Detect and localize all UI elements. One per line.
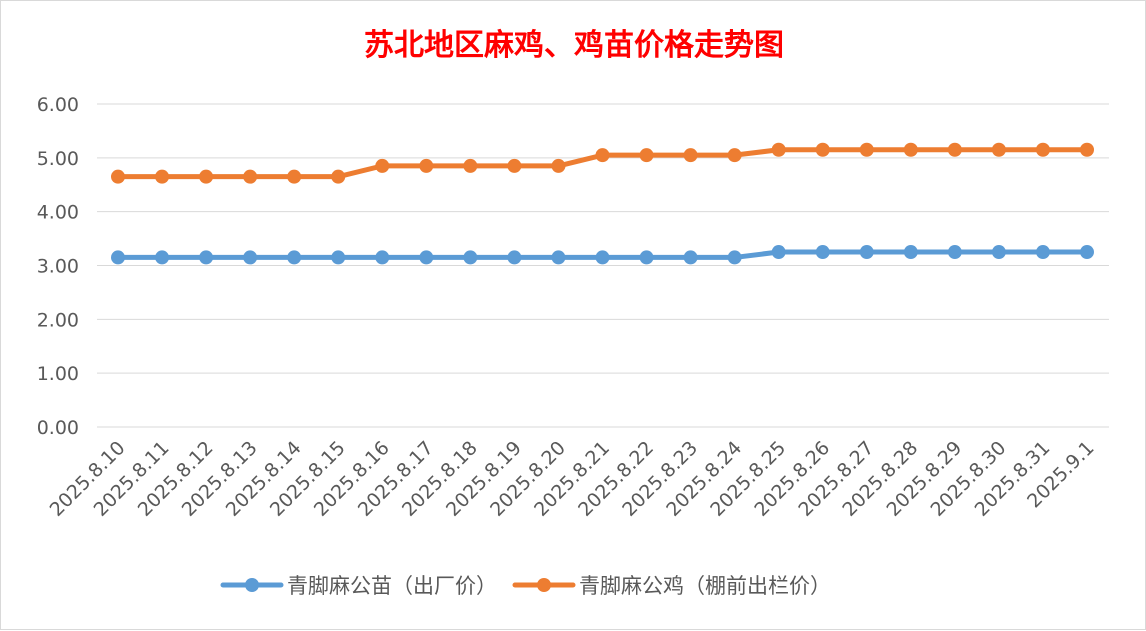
data-point (155, 250, 170, 265)
legend-label: 青脚麻公苗（出厂价） (287, 574, 497, 598)
data-point (815, 142, 830, 157)
data-point (683, 250, 698, 265)
data-point (331, 250, 346, 265)
data-point (199, 169, 214, 184)
data-point (1080, 142, 1094, 157)
y-tick-label: 6.00 (37, 94, 79, 116)
y-tick-label: 0.00 (37, 417, 79, 439)
y-tick-label: 2.00 (37, 309, 79, 331)
data-point (991, 245, 1006, 260)
data-point (771, 245, 786, 260)
legend-swatch-marker (537, 578, 551, 592)
data-point (639, 250, 654, 265)
y-axis-tick-labels: 0.00 1.00 2.00 3.00 4.00 5.00 6.00 (37, 94, 79, 439)
series-1 (111, 245, 1094, 265)
data-point (1035, 245, 1050, 260)
legend-item: 青脚麻公鸡（棚前出栏价） (512, 574, 831, 598)
data-point (595, 250, 610, 265)
data-point (903, 245, 918, 260)
data-point (771, 142, 786, 157)
data-point (463, 158, 478, 173)
y-tick-label: 5.00 (37, 148, 79, 170)
data-point (199, 250, 214, 265)
legend-label: 青脚麻公鸡（棚前出栏价） (579, 574, 831, 598)
data-point (551, 158, 566, 173)
data-point (507, 250, 522, 265)
data-point (243, 250, 258, 265)
data-point (243, 169, 258, 184)
data-point (287, 250, 302, 265)
y-tick-label: 3.00 (37, 256, 79, 278)
data-point (375, 250, 390, 265)
data-point (507, 158, 522, 173)
y-tick-label: 4.00 (37, 202, 79, 224)
data-point (463, 250, 478, 265)
data-point (375, 158, 390, 173)
data-point (111, 169, 125, 184)
data-point (815, 245, 830, 260)
data-point (947, 142, 962, 157)
y-tick-label: 1.00 (37, 363, 79, 385)
series-lines (111, 142, 1094, 265)
data-point (683, 148, 698, 163)
series-2 (111, 142, 1094, 184)
data-point (419, 250, 434, 265)
data-point (639, 148, 654, 163)
data-point (111, 250, 125, 265)
data-point (947, 245, 962, 260)
data-point (419, 158, 434, 173)
data-point (727, 148, 742, 163)
chart-title: 苏北地区麻鸡、鸡苗价格走势图 (364, 28, 784, 63)
legend: 青脚麻公苗（出厂价） 青脚麻公鸡（棚前出栏价） (220, 574, 831, 598)
data-point (155, 169, 170, 184)
legend-item: 青脚麻公苗（出厂价） (220, 574, 497, 598)
data-point (1035, 142, 1050, 157)
x-axis-tick-labels: 2025.8.102025.8.112025.8.122025.8.132025… (46, 437, 1099, 521)
data-point (859, 245, 874, 260)
data-point (903, 142, 918, 157)
data-point (727, 250, 742, 265)
data-point (859, 142, 874, 157)
data-point (331, 169, 346, 184)
data-point (287, 169, 302, 184)
data-point (1080, 245, 1094, 260)
data-point (595, 148, 610, 163)
data-point (551, 250, 566, 265)
data-point (991, 142, 1006, 157)
legend-swatch-marker (245, 578, 259, 592)
